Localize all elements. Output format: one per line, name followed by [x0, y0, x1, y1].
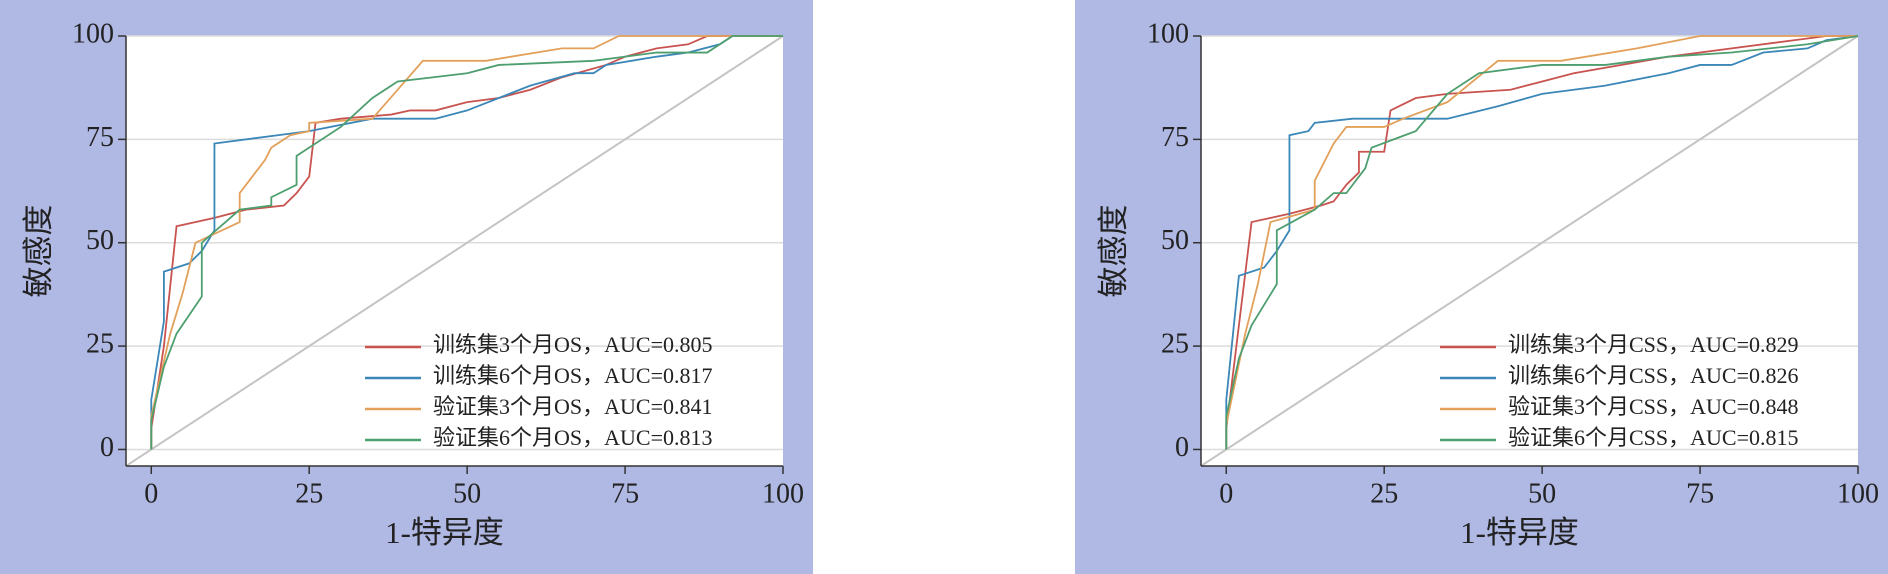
y-tick-label: 50: [86, 225, 114, 256]
roc-line: [150, 35, 783, 450]
reference-diagonal: [1200, 35, 1859, 467]
y-tick-label: 25: [86, 329, 114, 360]
legend-label: 训练集6个月CSS，AUC=0.826: [1508, 363, 1799, 388]
y-tick-label: 75: [86, 122, 114, 153]
reference-diagonal: [125, 35, 784, 467]
y-tick-label: 25: [1161, 329, 1189, 360]
y-tick-label: 75: [1161, 122, 1189, 153]
legend-label: 验证集6个月CSS，AUC=0.815: [1508, 425, 1799, 450]
x-tick-label: 100: [1837, 478, 1879, 509]
y-axis-label: 敏感度: [1096, 205, 1131, 298]
roc-line: [150, 35, 783, 450]
roc-line: [1225, 35, 1859, 450]
legend-label: 训练集3个月OS，AUC=0.805: [433, 332, 712, 357]
x-tick-label: 50: [453, 478, 481, 509]
y-tick-label: 100: [72, 18, 114, 49]
legend-label: 训练集6个月OS，AUC=0.817: [433, 363, 712, 388]
x-axis-label: 1-特异度: [1460, 515, 1579, 550]
x-tick-label: 0: [1219, 478, 1233, 509]
roc-line: [1225, 35, 1859, 450]
y-tick-label: 100: [1147, 18, 1189, 49]
x-tick-label: 25: [1370, 478, 1398, 509]
x-tick-label: 25: [295, 478, 323, 509]
roc-line: [1225, 35, 1858, 450]
legend-label: 训练集3个月CSS，AUC=0.829: [1508, 332, 1799, 357]
roc-line: [1225, 35, 1858, 450]
y-tick-label: 0: [100, 432, 114, 463]
y-tick-label: 0: [1175, 432, 1189, 463]
y-tick-label: 50: [1161, 225, 1189, 256]
legend-label: 验证集3个月CSS，AUC=0.848: [1508, 394, 1799, 419]
legend-label: 验证集6个月OS，AUC=0.813: [433, 425, 712, 450]
x-tick-label: 100: [762, 478, 804, 509]
x-axis-label: 1-特异度: [385, 515, 504, 550]
x-tick-label: 50: [1528, 478, 1556, 509]
x-tick-label: 0: [144, 478, 158, 509]
x-tick-label: 75: [1686, 478, 1714, 509]
x-tick-label: 75: [611, 478, 639, 509]
y-axis-label: 敏感度: [21, 205, 56, 298]
roc-line: [150, 35, 783, 450]
legend-label: 验证集3个月OS，AUC=0.841: [433, 394, 712, 419]
